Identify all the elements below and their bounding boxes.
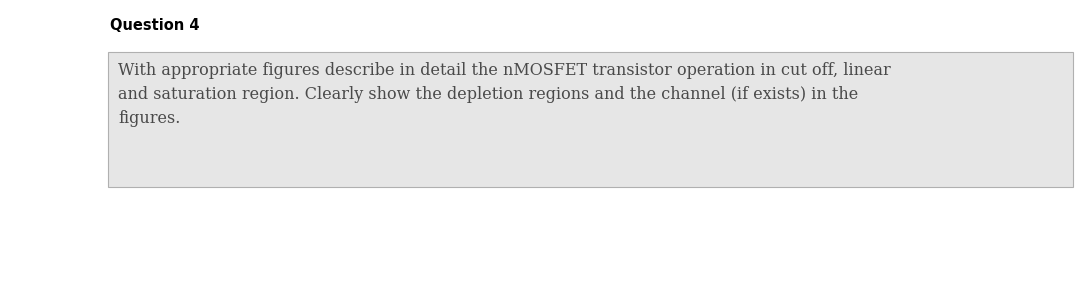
FancyBboxPatch shape (108, 52, 1074, 187)
Text: Question 4: Question 4 (110, 18, 200, 33)
Text: With appropriate figures describe in detail the nMOSFET transistor operation in : With appropriate figures describe in det… (118, 62, 891, 127)
